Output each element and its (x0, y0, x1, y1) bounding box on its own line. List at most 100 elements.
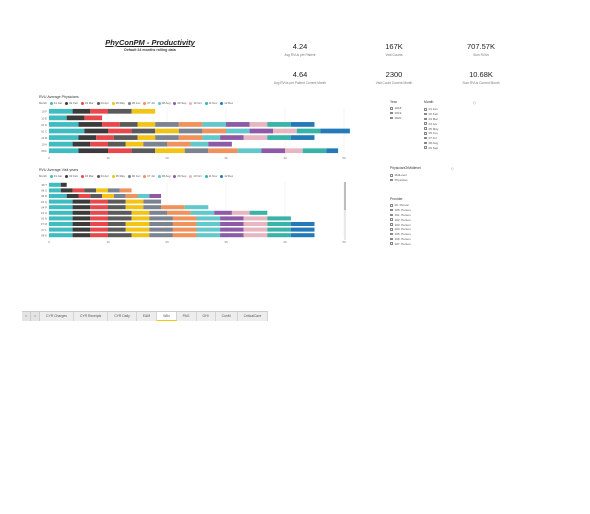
slicer-option[interactable]: 09 Sep (424, 145, 476, 150)
bar-segment[interactable] (137, 122, 156, 127)
bar-segment[interactable] (155, 128, 179, 134)
bar-segment[interactable] (49, 199, 73, 204)
page-tab[interactable]: ConM (215, 312, 238, 321)
slicer-option[interactable]: 03 Mar (424, 117, 476, 122)
bar-segment[interactable] (149, 216, 173, 221)
bar-segment[interactable] (119, 122, 138, 127)
bar-segment[interactable] (285, 148, 303, 154)
checkbox[interactable] (390, 208, 393, 212)
bar-segment[interactable] (243, 135, 268, 140)
bar-segment[interactable] (131, 233, 150, 238)
bar-segment[interactable] (172, 227, 197, 232)
bar-segment[interactable] (90, 221, 108, 227)
bar-segment[interactable] (108, 188, 120, 193)
checkbox[interactable] (424, 108, 427, 111)
bar-segment[interactable] (267, 122, 291, 127)
bar-segment[interactable] (90, 141, 108, 147)
bar-segment[interactable] (72, 221, 91, 227)
slicer-option[interactable]: 105. Person (390, 208, 440, 213)
slicer-option[interactable]: 103. Person (390, 222, 440, 227)
bar-segment[interactable] (125, 193, 138, 199)
legend-item[interactable]: 01 Jan (53, 174, 63, 178)
bar-segment[interactable] (202, 128, 226, 134)
bar-segment[interactable] (90, 233, 108, 238)
slicer-option[interactable]: 104. Person (390, 227, 440, 232)
bar-segment[interactable] (249, 128, 274, 134)
bar-segment[interactable] (243, 221, 268, 227)
page-tab[interactable]: CYR Receipts (73, 312, 109, 321)
bar-segment[interactable] (196, 227, 221, 232)
legend-item[interactable]: 06 Jun (131, 101, 141, 105)
bar-segment[interactable] (302, 148, 327, 154)
bar-segment[interactable] (96, 188, 108, 193)
bar-segment[interactable] (49, 115, 67, 121)
legend-item[interactable]: 05 May (115, 174, 125, 178)
bar-segment[interactable] (72, 233, 91, 238)
slicer-option[interactable]: 2019 (390, 111, 420, 116)
slicer-option[interactable]: 07 Jul (424, 136, 476, 141)
slicer-option[interactable]: 02 Feb (424, 112, 476, 117)
bar-segment[interactable] (137, 193, 150, 199)
bar-segment[interactable] (60, 182, 67, 187)
bar-segment[interactable] (243, 233, 268, 238)
bar-segment[interactable] (102, 193, 114, 199)
legend-item[interactable]: 04 Apr (100, 174, 109, 178)
legend-item[interactable]: 06 Jun (131, 174, 141, 178)
legend-item[interactable]: 09 Sep (177, 101, 187, 105)
bar-segment[interactable] (149, 193, 162, 199)
bar-segment[interactable] (155, 135, 179, 140)
bar-segment[interactable] (290, 122, 315, 127)
bar-segment[interactable] (131, 216, 150, 221)
bar-segment[interactable] (261, 148, 285, 154)
legend-item[interactable]: 03 Mar (84, 174, 94, 178)
bar-segment[interactable] (90, 205, 108, 210)
legend-item[interactable]: 09 Sep (177, 174, 187, 178)
bar-segment[interactable] (49, 233, 73, 238)
checkbox[interactable] (390, 232, 393, 236)
bar-segment[interactable] (290, 233, 315, 238)
eraser-icon[interactable]: ◇ (472, 100, 476, 105)
bar-segment[interactable] (202, 122, 226, 127)
bar-segment[interactable] (208, 148, 238, 154)
bar-segment[interactable] (90, 193, 103, 199)
bar-segment[interactable] (49, 216, 73, 221)
bar-segment[interactable] (273, 128, 297, 134)
bar-segment[interactable] (149, 210, 167, 215)
bar-segment[interactable] (66, 193, 79, 199)
checkbox[interactable] (390, 116, 393, 120)
legend-item[interactable]: 04 Apr (100, 101, 109, 105)
bar-segment[interactable] (296, 128, 321, 134)
slicer-option[interactable]: 01 Jan (424, 107, 476, 112)
tab-next-button[interactable]: > (31, 312, 40, 321)
bar-segment[interactable] (155, 148, 185, 154)
bar-segment[interactable] (243, 227, 268, 232)
bar-segment[interactable] (113, 193, 126, 199)
checkbox[interactable] (390, 178, 393, 182)
bar-segment[interactable] (90, 199, 108, 204)
bar-segment[interactable] (167, 210, 191, 215)
checkbox[interactable] (390, 242, 393, 246)
bar-segment[interactable] (90, 227, 108, 232)
bar-segment[interactable] (49, 128, 85, 134)
bar-segment[interactable] (49, 135, 79, 140)
slicer-option[interactable]: 05 May (424, 126, 476, 131)
bar-segment[interactable] (190, 210, 215, 215)
bar-segment[interactable] (267, 227, 291, 232)
checkbox[interactable] (424, 117, 427, 121)
bar-segment[interactable] (131, 108, 156, 114)
checkbox[interactable] (390, 111, 393, 115)
slicer-option[interactable]: 107. Person (390, 241, 440, 246)
bar-segment[interactable] (108, 108, 132, 114)
bar-segment[interactable] (49, 193, 67, 199)
bar-segment[interactable] (113, 135, 138, 140)
bar-segment[interactable] (90, 216, 108, 221)
bar-segment[interactable] (49, 148, 79, 154)
slicer-option[interactable]: 106. Person (390, 237, 440, 242)
bar-segment[interactable] (108, 233, 132, 238)
bar-segment[interactable] (149, 227, 173, 232)
legend-item[interactable]: 11 Nov (208, 101, 218, 105)
bar-segment[interactable] (78, 122, 103, 127)
slicer-option[interactable]: Physician (390, 178, 454, 183)
checkbox[interactable] (424, 127, 427, 130)
bar-segment[interactable] (143, 199, 162, 204)
